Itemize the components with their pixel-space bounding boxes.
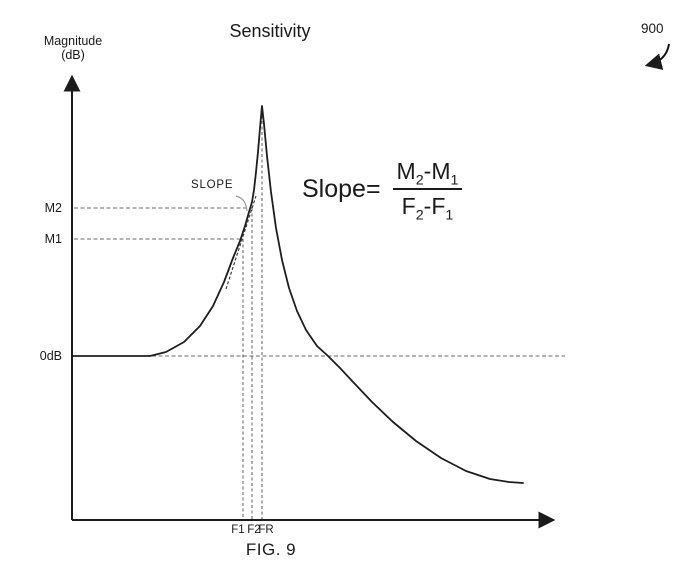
x-tick-f2: F2 bbox=[247, 524, 261, 536]
formula-fraction: M2-M1 F2-F1 bbox=[388, 158, 468, 223]
sensitivity-curve bbox=[71, 105, 524, 484]
x-tick-fr: FR bbox=[258, 524, 274, 536]
y-tick-m2: M2 bbox=[44, 201, 62, 215]
chart-title: Sensitivity bbox=[229, 21, 311, 41]
figure-reference-number: 900 bbox=[641, 21, 664, 36]
y-axis-label-line1: Magnitude bbox=[43, 34, 103, 48]
y-tick-m1: M1 bbox=[44, 232, 62, 246]
slope-leader-line bbox=[235, 195, 248, 212]
x-tick-f1: F1 bbox=[231, 524, 245, 536]
y-tick-0db: 0dB bbox=[39, 349, 62, 363]
reference-arrow bbox=[644, 43, 670, 70]
formula-lhs: Slope= bbox=[302, 174, 381, 203]
formula-denominator: F2-F1 bbox=[392, 188, 463, 223]
y-axis-label: Magnitude (dB) bbox=[37, 34, 109, 62]
formula-numerator: M2-M1 bbox=[396, 158, 459, 189]
figure-caption: FIG. 9 bbox=[245, 540, 297, 559]
y-axis-label-line2: (dB) bbox=[61, 48, 85, 62]
slope-formula: Slope= M2-M1 F2-F1 bbox=[302, 158, 468, 223]
slope-annotation: SLOPE bbox=[191, 179, 234, 191]
slope-tangent-line bbox=[225, 195, 257, 290]
